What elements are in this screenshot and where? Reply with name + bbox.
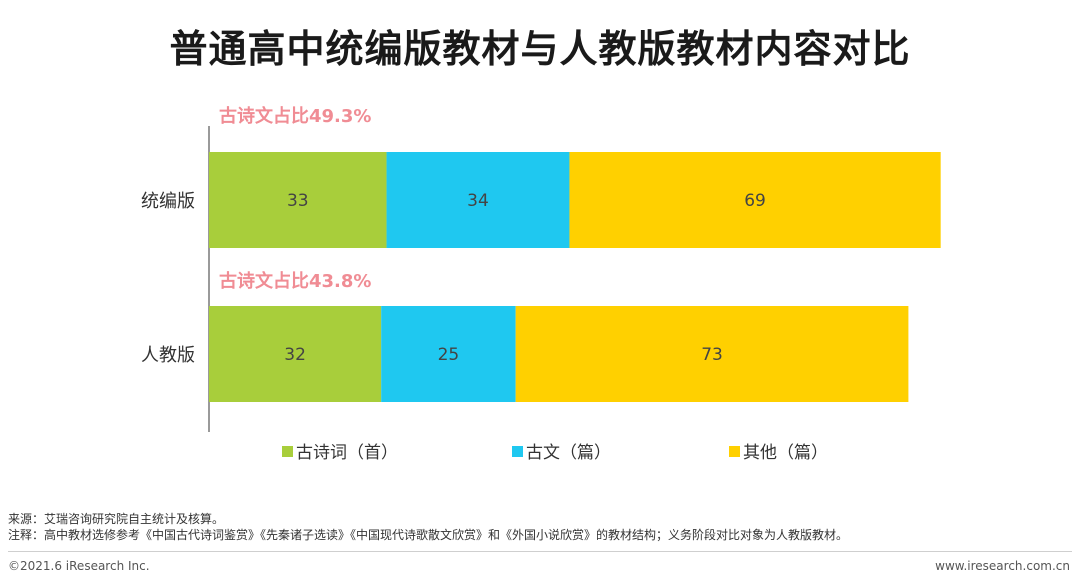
share-annotation: 古诗文占比43.8% xyxy=(219,270,371,292)
legend-swatch xyxy=(282,446,293,457)
footer-divider xyxy=(8,551,1072,552)
bar-segment xyxy=(381,306,516,402)
copyright-text: ©2021.6 iResearch Inc. xyxy=(8,559,150,573)
bar-value-label: 73 xyxy=(701,345,723,365)
bar-segment xyxy=(209,152,387,248)
source-note: 来源：艾瑞咨询研究院自主统计及核算。 xyxy=(8,512,225,526)
legend-swatch xyxy=(512,446,523,457)
chart-title: 普通高中统编版教材与人教版教材内容对比 xyxy=(169,27,911,71)
legend-swatch xyxy=(729,446,740,457)
bar-value-label: 69 xyxy=(744,191,766,211)
website-text: www.iresearch.com.cn xyxy=(935,559,1070,573)
bar-segment xyxy=(515,306,909,402)
bar-segment xyxy=(569,152,941,248)
legend-label: 古文（篇） xyxy=(526,443,611,463)
bar-value-label: 25 xyxy=(438,345,460,365)
stacked-bar-chart: 33 34 69 统编版 古诗文占比49.3% 32 25 73 人教版 古诗文占比43.8% 古诗… xyxy=(141,105,941,463)
notes: 来源：艾瑞咨询研究院自主统计及核算。 注释：高中教材选修参考《中国古代诗词鉴赏》… xyxy=(8,511,848,543)
bar-value-label: 34 xyxy=(467,191,489,211)
category-label: 统编版 xyxy=(141,191,195,212)
share-annotation: 古诗文占比49.3% xyxy=(219,105,371,127)
bar-segment xyxy=(209,306,382,402)
legend-label: 其他（篇） xyxy=(743,443,828,463)
category-label: 人教版 xyxy=(141,345,195,366)
bar-value-label: 32 xyxy=(284,345,306,365)
legend-label: 古诗词（首） xyxy=(296,443,398,463)
bar-segment xyxy=(386,152,570,248)
bar-value-label: 33 xyxy=(287,191,309,211)
remark-note: 注释：高中教材选修参考《中国古代诗词鉴赏》《先秦诸子选读》《中国现代诗歌散文欣赏… xyxy=(8,528,849,542)
